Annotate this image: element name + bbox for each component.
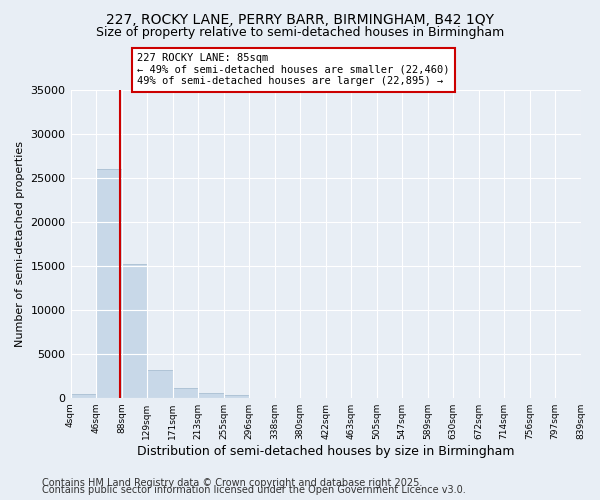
Text: Size of property relative to semi-detached houses in Birmingham: Size of property relative to semi-detach…: [96, 26, 504, 39]
Bar: [96, 169, 122, 398]
Text: Contains public sector information licensed under the Open Government Licence v3: Contains public sector information licen…: [42, 485, 466, 495]
X-axis label: Distribution of semi-detached houses by size in Birmingham: Distribution of semi-detached houses by …: [137, 444, 514, 458]
Text: 227, ROCKY LANE, PERRY BARR, BIRMINGHAM, B42 1QY: 227, ROCKY LANE, PERRY BARR, BIRMINGHAM,…: [106, 12, 494, 26]
Bar: [122, 264, 148, 398]
Y-axis label: Number of semi-detached properties: Number of semi-detached properties: [15, 140, 25, 346]
Bar: [173, 388, 198, 398]
Bar: [147, 370, 173, 398]
Text: Contains HM Land Registry data © Crown copyright and database right 2025.: Contains HM Land Registry data © Crown c…: [42, 478, 422, 488]
Bar: [224, 395, 250, 398]
Text: 227 ROCKY LANE: 85sqm
← 49% of semi-detached houses are smaller (22,460)
49% of : 227 ROCKY LANE: 85sqm ← 49% of semi-deta…: [137, 54, 449, 86]
Bar: [198, 394, 224, 398]
Bar: [71, 394, 96, 398]
